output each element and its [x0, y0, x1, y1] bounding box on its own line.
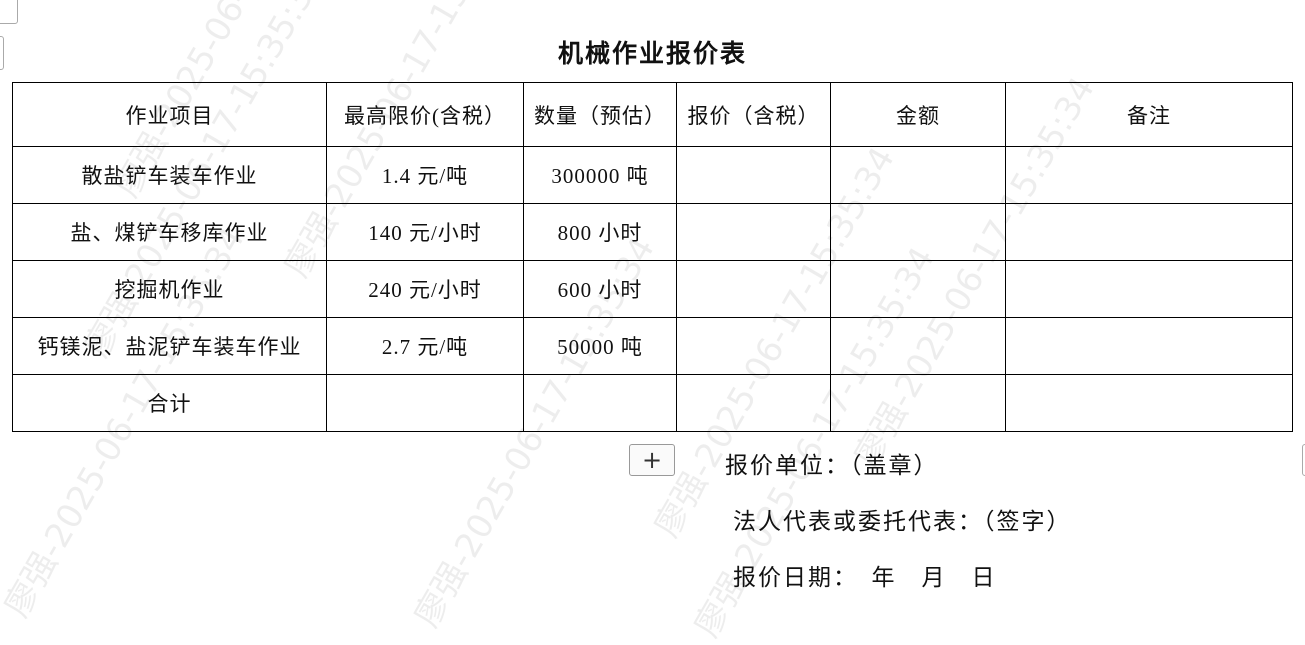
table-cell[interactable]: [676, 203, 831, 261]
table-cell: [326, 374, 524, 432]
table-cell[interactable]: [830, 317, 1006, 375]
table-cell: 140 元/小时: [326, 203, 524, 261]
table-row-total: 合计: [12, 374, 1293, 432]
table-cell: [523, 374, 677, 432]
header-cell: 最高限价(含税）: [326, 82, 524, 147]
table-cell: 散盐铲车装车作业: [12, 146, 327, 204]
table-cell[interactable]: [830, 260, 1006, 318]
table-cell: 钙镁泥、盐泥铲车装车作业: [12, 317, 327, 375]
table-row: 挖掘机作业 240 元/小时 600 小时: [12, 260, 1293, 318]
table-cell: 800 小时: [523, 203, 677, 261]
table-row: 盐、煤铲车移库作业 140 元/小时 800 小时: [12, 203, 1293, 261]
table-cell: 合计: [12, 374, 327, 432]
header-cell: 金额: [830, 82, 1006, 147]
table-cell[interactable]: [1005, 203, 1293, 261]
header-cell: 报价（含税）: [676, 82, 831, 147]
quote-unit-label: 报价单位：（盖章）: [725, 453, 939, 478]
table-cell: 2.7 元/吨: [326, 317, 524, 375]
table-cell[interactable]: [1005, 260, 1293, 318]
table-cell[interactable]: [676, 374, 831, 432]
table-cell[interactable]: [1005, 146, 1293, 204]
quote-date-label: 报价日期： 年 月 日: [733, 565, 997, 590]
table-row: 散盐铲车装车作业 1.4 元/吨 300000 吨: [12, 146, 1293, 204]
right-edge-handle[interactable]: [1302, 444, 1305, 476]
table-cell: 600 小时: [523, 260, 677, 318]
page-title: 机械作业报价表: [557, 41, 747, 68]
quote-table: 作业项目 最高限价(含税） 数量（预估） 报价（含税） 金额 备注 散盐铲车装车…: [12, 82, 1293, 432]
table-cell[interactable]: [830, 374, 1006, 432]
table-cell[interactable]: [676, 260, 831, 318]
left-edge-handle[interactable]: [0, 0, 18, 24]
table-cell[interactable]: [1005, 317, 1293, 375]
table-cell: 240 元/小时: [326, 260, 524, 318]
header-cell: 备注: [1005, 82, 1293, 147]
table-cell[interactable]: [676, 146, 831, 204]
table-cell: 300000 吨: [523, 146, 677, 204]
table-header-row: 作业项目 最高限价(含税） 数量（预估） 报价（含税） 金额 备注: [12, 82, 1293, 147]
representative-label: 法人代表或委托代表：（签字）: [733, 509, 1072, 534]
table-cell[interactable]: [676, 317, 831, 375]
table-cell[interactable]: [830, 146, 1006, 204]
table-cell[interactable]: [830, 203, 1006, 261]
table-cell[interactable]: [1005, 374, 1293, 432]
header-cell: 数量（预估）: [523, 82, 677, 147]
left-edge-handle-2[interactable]: [0, 36, 4, 70]
plus-icon: +: [641, 446, 663, 474]
table-cell: 挖掘机作业: [12, 260, 327, 318]
table-row: 钙镁泥、盐泥铲车装车作业 2.7 元/吨 50000 吨: [12, 317, 1293, 375]
header-cell: 作业项目: [12, 82, 327, 147]
table-cell: 50000 吨: [523, 317, 677, 375]
table-cell: 1.4 元/吨: [326, 146, 524, 204]
add-row-button[interactable]: +: [629, 444, 675, 476]
table-cell: 盐、煤铲车移库作业: [12, 203, 327, 261]
